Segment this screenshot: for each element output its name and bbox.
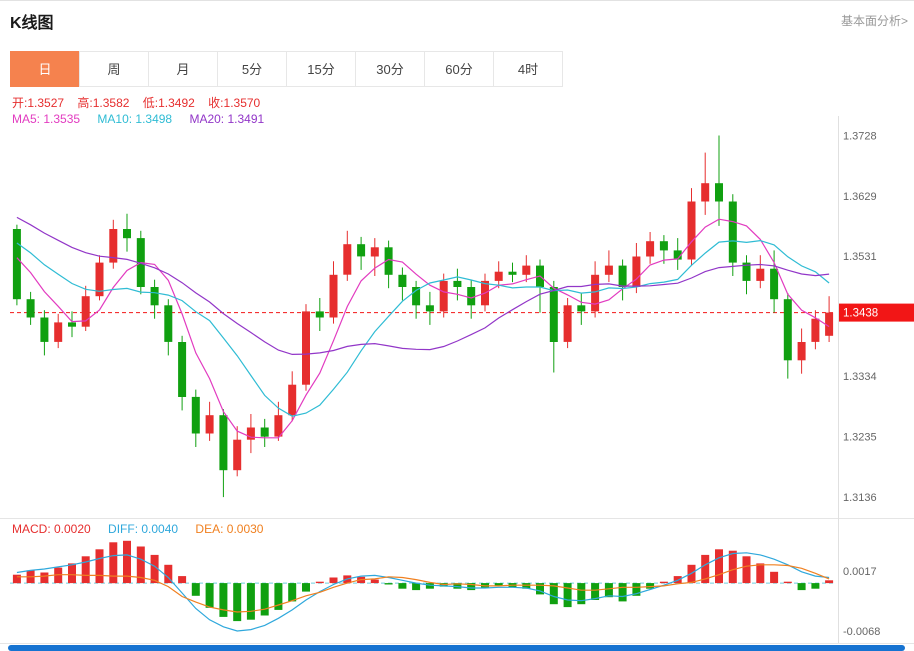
tab-15分[interactable]: 15分: [286, 51, 356, 87]
svg-text:1.3438: 1.3438: [843, 308, 878, 320]
high-value: 高:1.3582: [77, 96, 130, 110]
macd-ticks: 0.0017 -0.0068: [843, 566, 880, 638]
ohlc-row: 开:1.3527 高:1.3582 低:1.3492 收:1.3570: [12, 94, 270, 111]
svg-text:1.3531: 1.3531: [843, 251, 877, 263]
price-axis-line: [838, 116, 839, 643]
tab-5分[interactable]: 5分: [217, 51, 287, 87]
horizontal-scrollbar[interactable]: [8, 645, 905, 651]
ma20-line: [16, 216, 830, 356]
svg-text:1.3629: 1.3629: [843, 191, 877, 203]
current-price-tag: 1.3438: [838, 303, 914, 322]
svg-text:1.3728: 1.3728: [843, 131, 877, 143]
macd-histogram: [12, 540, 834, 622]
svg-text:0.0017: 0.0017: [843, 566, 877, 578]
panel-divider: [0, 518, 914, 519]
macd-legend: MACD: 0.0020 DIFF: 0.0040 DEA: 0.0030: [12, 522, 277, 536]
period-tab-bar: 日周月 5分 15分 30分 60分 4时: [10, 51, 563, 87]
dea-line: [16, 564, 830, 613]
tab-月[interactable]: 月: [148, 51, 218, 87]
tab-周[interactable]: 周: [79, 51, 149, 87]
candlestick-chart[interactable]: 1.3728 1.3629 1.3531 1.3334 1.3235 1.3136 1.34…: [0, 116, 914, 516]
tab-30分[interactable]: 30分: [355, 51, 425, 87]
ma-legend: MA5: 1.3535 MA10: 1.3498 MA20: 1.3491: [12, 112, 278, 126]
macd-chart[interactable]: 0.0017 -0.0068: [0, 519, 914, 643]
svg-text:1.3235: 1.3235: [843, 432, 877, 444]
candles: [12, 135, 834, 498]
tab-日[interactable]: 日: [10, 51, 80, 87]
price-ticks: 1.3728 1.3629 1.3531 1.3334 1.3235 1.3136: [843, 131, 877, 505]
ma20-legend: MA20: 1.3491: [189, 112, 265, 126]
tab-60分[interactable]: 60分: [424, 51, 494, 87]
open-value: 开:1.3527: [12, 96, 65, 110]
macd-value: MACD: 0.0020: [12, 522, 91, 536]
svg-text:-0.0068: -0.0068: [843, 626, 880, 638]
ma5-line: [16, 218, 830, 439]
dea-value: DEA: 0.0030: [195, 522, 264, 536]
ma10-legend: MA10: 1.3498: [97, 112, 173, 126]
low-value: 低:1.3492: [142, 96, 195, 110]
bottom-divider: [0, 643, 914, 644]
close-value: 收:1.3570: [208, 96, 261, 110]
page-title: K线图: [10, 15, 54, 32]
svg-text:1.3334: 1.3334: [843, 371, 877, 383]
fundamental-analysis-link[interactable]: 基本面分析>: [840, 14, 908, 28]
svg-text:1.3136: 1.3136: [843, 492, 877, 504]
diff-value: DIFF: 0.0040: [108, 522, 179, 536]
diff-line: [16, 552, 830, 632]
ma5-legend: MA5: 1.3535: [12, 112, 81, 126]
ma10-line: [16, 239, 830, 417]
tab-4时[interactable]: 4时: [493, 51, 563, 87]
